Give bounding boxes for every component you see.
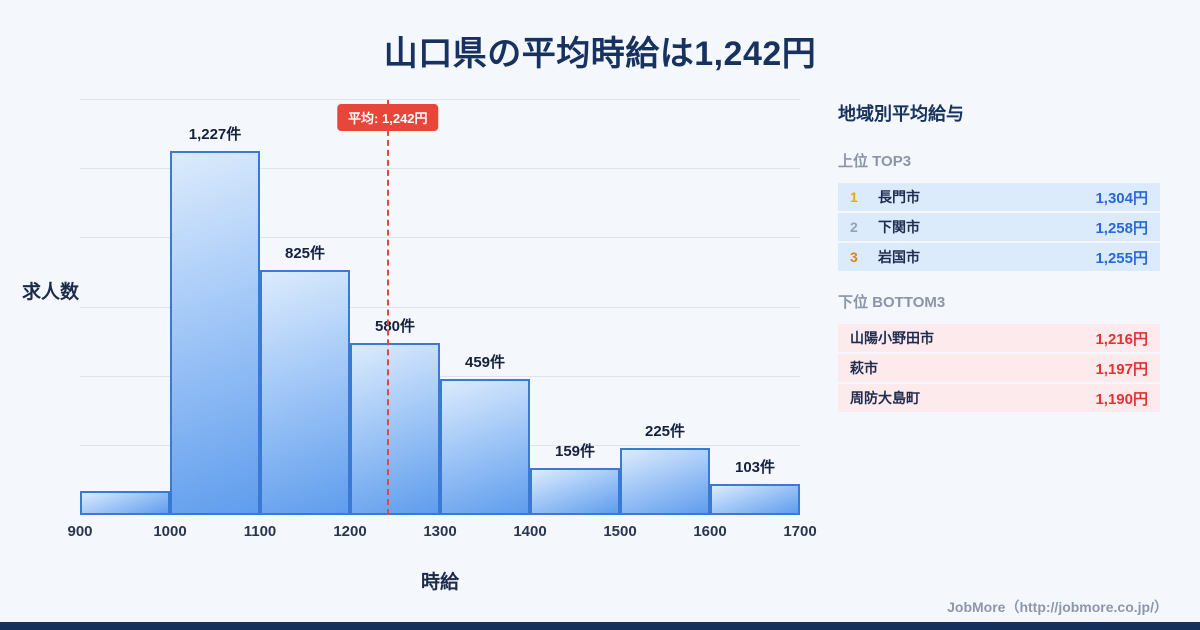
table-row: 1 長門市 1,304円	[838, 183, 1160, 211]
bar-value-label: 159件	[554, 442, 596, 460]
histogram-bar	[260, 270, 350, 515]
x-tick-label: 1100	[243, 523, 277, 540]
x-tick-label: 1000	[153, 523, 187, 540]
city-name: 周防大島町	[850, 390, 920, 406]
gridline	[80, 306, 800, 308]
rank-badge: 1	[850, 189, 858, 205]
wage-value: 1,255円	[1095, 249, 1148, 267]
histogram-bar	[440, 378, 530, 515]
wage-value: 1,216円	[1095, 330, 1148, 348]
histogram-bar	[80, 491, 170, 515]
histogram-bar	[530, 467, 620, 515]
wage-value: 1,190円	[1095, 390, 1148, 408]
bar-value-label: 825件	[284, 245, 326, 263]
bar-value-label: 580件	[374, 318, 416, 336]
wage-value: 1,197円	[1095, 360, 1148, 378]
table-row: 山陽小野田市 1,216円	[838, 324, 1160, 352]
histogram-bar	[170, 151, 260, 515]
city-name: 山陽小野田市	[850, 330, 934, 346]
footer-credit: JobMore（http://jobmore.co.jp/）	[947, 599, 1168, 615]
bar-value-label: 1,227件	[188, 126, 242, 144]
table-row: 周防大島町 1,190円	[838, 384, 1160, 412]
x-tick-label: 1300	[423, 523, 457, 540]
city-name: 萩市	[850, 360, 878, 376]
top3-heading: 上位 TOP3	[838, 153, 912, 170]
x-tick-label: 1700	[783, 523, 817, 540]
x-axis-ticks: 900 1000 1100 1200 1300 1400 1500 1600 1700	[67, 523, 816, 543]
bottom-accent-bar	[0, 622, 1200, 630]
wage-value: 1,258円	[1095, 219, 1148, 237]
x-tick-label: 1400	[513, 523, 547, 540]
city-name: 下関市	[878, 219, 920, 235]
city-name: 長門市	[878, 189, 920, 205]
x-tick-label: 1600	[693, 523, 727, 540]
x-tick-label: 900	[67, 523, 93, 540]
mean-line	[386, 100, 389, 515]
histogram-bar	[710, 484, 800, 515]
gridline	[80, 237, 800, 239]
rank-badge: 2	[850, 219, 858, 235]
x-tick-label: 1500	[603, 523, 637, 540]
gridline	[80, 375, 800, 377]
region-sidebar: 地域別平均給与 上位 TOP3 1 長門市 1,304円 2 下関市 1,258…	[838, 100, 1160, 432]
sidebar-title: 地域別平均給与	[838, 104, 964, 124]
wage-value: 1,304円	[1095, 189, 1148, 207]
bottom3-table: 山陽小野田市 1,216円 萩市 1,197円 周防大島町 1,190円	[838, 324, 1160, 412]
bar-value-label: 459件	[464, 353, 506, 371]
bar-value-label: 103件	[734, 459, 776, 477]
table-row: 3 岩国市 1,255円	[838, 243, 1160, 271]
y-axis-label: 求人数	[22, 282, 80, 303]
page-title: 山口県の平均時給は1,242円	[383, 35, 817, 73]
x-axis-label: 時給	[420, 572, 459, 593]
city-name: 岩国市	[878, 249, 920, 265]
table-row: 萩市 1,197円	[838, 354, 1160, 382]
gridline	[80, 99, 800, 100]
histogram-plot: 平均: 1,242円 1,227件 825件 580件 459件 159件 225件 103…	[80, 99, 800, 515]
rank-badge: 3	[850, 249, 858, 265]
bottom3-heading: 下位 BOTTOM3	[838, 294, 946, 311]
histogram-bar	[350, 343, 440, 515]
mean-badge: 平均: 1,242円	[337, 104, 439, 131]
bar-value-label: 225件	[644, 423, 686, 441]
top3-table: 1 長門市 1,304円 2 下関市 1,258円 3 岩国市 1,255円	[838, 183, 1160, 271]
table-row: 2 下関市 1,258円	[838, 213, 1160, 241]
gridline	[80, 168, 800, 170]
x-tick-label: 1200	[333, 523, 367, 540]
histogram-bar	[620, 448, 710, 515]
